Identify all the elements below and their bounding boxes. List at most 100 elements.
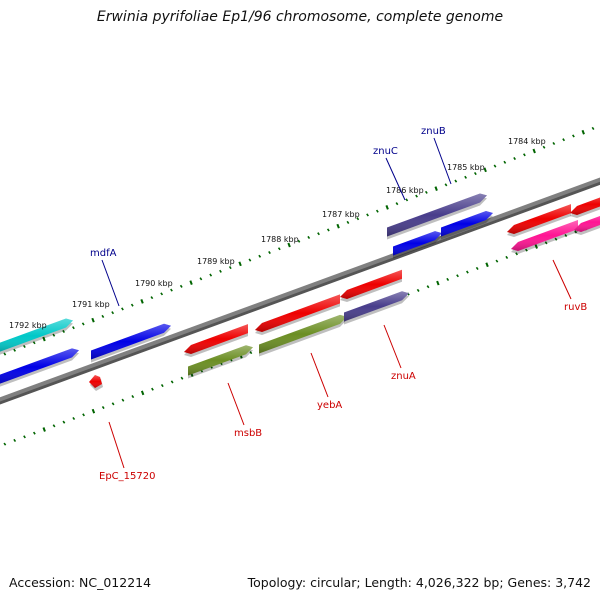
scale-tick-lower: [436, 280, 440, 286]
scale-tick-lower: [426, 285, 430, 289]
scale-tick-lower: [534, 244, 538, 249]
scale-tick-upper: [91, 317, 95, 323]
genome-summary-label: Topology: circular; Length: 4,026,322 bp…: [247, 575, 591, 590]
scale-tick-lower: [23, 435, 26, 439]
scale-tick-upper: [150, 296, 154, 300]
scale-tick-upper: [444, 183, 448, 187]
scale-tick-upper: [297, 239, 301, 243]
gene-leader-line: [383, 324, 402, 369]
gene-feature-znuC: [387, 193, 487, 240]
scale-tick-lower: [13, 438, 17, 443]
gene-feature-blue: [393, 231, 442, 259]
scale-tick-upper: [209, 273, 213, 277]
scale-tick-upper: [523, 153, 526, 157]
scale-tick-upper: [111, 311, 115, 315]
scale-tick-upper: [170, 288, 173, 292]
scale-label: 1786 kbp: [386, 186, 424, 195]
gene-feature-EpC_15720: [89, 375, 103, 391]
scale-tick-upper: [199, 277, 203, 281]
gene-feature-red: [570, 197, 600, 218]
gene-feature-pink: [574, 215, 600, 235]
gene-feature-red: [184, 324, 248, 357]
gene-label: znuA: [391, 371, 416, 382]
gene-label: yebA: [317, 400, 342, 411]
scale-tick-upper: [375, 209, 379, 213]
scale-tick-lower: [475, 266, 479, 270]
scale-tick-upper: [219, 269, 222, 273]
map-title: Erwinia pyrifoliae Ep1/96 chromosome, co…: [96, 9, 504, 25]
scale-tick-upper: [552, 141, 556, 146]
scale-tick-upper: [268, 250, 271, 255]
scale-tick-upper: [23, 344, 26, 349]
scale-tick-lower: [465, 270, 469, 274]
scale-tick-upper: [493, 164, 497, 168]
scale-label: 1789 kbp: [197, 257, 235, 266]
gene-leader-line: [108, 421, 125, 469]
scale-tick-upper: [542, 145, 546, 149]
scale-tick-lower: [544, 241, 548, 245]
scale-tick-upper: [130, 303, 134, 307]
scale-tick-upper: [385, 205, 389, 210]
scale-tick-lower: [416, 288, 420, 292]
gene-label: msbB: [234, 428, 262, 439]
scale-tick-lower: [515, 252, 519, 256]
gene-leader-line: [227, 382, 245, 426]
scale-tick-upper: [189, 280, 193, 285]
gene-leader-line: [433, 137, 452, 185]
scale-tick-lower: [249, 351, 253, 355]
scale-tick-upper: [228, 266, 232, 270]
scale-tick-upper: [121, 307, 124, 311]
scale-tick-lower: [52, 424, 56, 428]
scale-tick-lower: [121, 398, 125, 402]
gene-feature-mdfA: [91, 323, 171, 363]
scale-tick-upper: [101, 314, 105, 318]
scale-tick-upper: [473, 172, 477, 176]
gene-leader-line: [385, 157, 406, 201]
scale-label: 1784 kbp: [508, 137, 546, 146]
scale-tick-upper: [3, 352, 7, 356]
gene-leader-line: [552, 259, 572, 300]
gene-feature-msbB: [188, 345, 253, 379]
scale-tick-upper: [62, 329, 66, 334]
scale-tick-lower: [111, 402, 115, 406]
scale-tick-lower: [151, 387, 154, 391]
scale-tick-lower: [564, 233, 568, 238]
scale-label: 1791 kbp: [72, 300, 110, 309]
scale-tick-upper: [317, 232, 320, 236]
scale-tick-upper: [405, 198, 409, 202]
gene-feature-blue: [0, 348, 79, 387]
scale-label: 1785 kbp: [447, 163, 485, 172]
scale-label: 1788 kbp: [261, 235, 299, 244]
scale-tick-upper: [434, 186, 438, 191]
scale-tick-lower: [91, 408, 96, 414]
scale-tick-upper: [513, 156, 517, 161]
scale-tick-upper: [346, 220, 350, 224]
scale-tick-lower: [180, 376, 184, 380]
gene-feature-red: [340, 269, 402, 302]
gene-feature-red: [255, 294, 340, 335]
scale-tick-upper: [287, 242, 291, 248]
scale-tick-upper: [238, 261, 242, 267]
scale-tick-upper: [42, 336, 46, 342]
scale-tick-upper: [179, 284, 183, 288]
scale-tick-upper: [258, 254, 262, 258]
gene-label: znuB: [421, 126, 446, 137]
scale-tick-upper: [52, 333, 56, 337]
scale-tick-lower: [505, 255, 509, 260]
scale-tick-upper: [503, 160, 507, 164]
scale-tick-lower: [170, 380, 174, 384]
gene-feature-znuB: [441, 211, 493, 240]
scale-tick-upper: [581, 129, 585, 135]
scale-label: 1792 kbp: [9, 321, 47, 330]
scale-tick-lower: [140, 390, 145, 396]
gene-label: mdfA: [90, 248, 117, 259]
gene-feature-cyan: [0, 318, 73, 355]
scale-tick-lower: [574, 230, 578, 234]
gene-label: EpC_15720: [99, 471, 155, 482]
scale-tick-upper: [483, 167, 487, 173]
scale-tick-upper: [307, 235, 311, 240]
scale-tick-lower: [446, 277, 450, 281]
scale-tick-upper: [13, 348, 17, 352]
gene-feature-znuA: [344, 291, 409, 325]
backbone-line: [0, 177, 600, 402]
